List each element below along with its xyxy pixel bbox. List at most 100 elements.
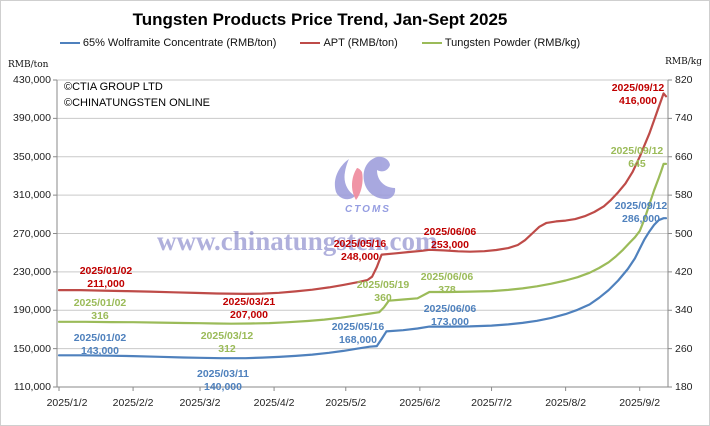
right-axis-unit-label: RMB/kg <box>665 57 702 67</box>
y-axis-left-tick-label: 150,000 <box>13 342 51 355</box>
copyright-notice: ©CTIA GROUP LTD ©CHINATUNGSTEN ONLINE <box>64 79 210 111</box>
data-label-value: 143,000 <box>81 345 119 357</box>
x-axis-tick-label: 2025/8/2 <box>545 397 587 409</box>
legend-item-powder: Tungsten Powder (RMB/kg) <box>421 37 581 49</box>
data-label-value: 286,000 <box>622 213 660 225</box>
data-label-date: 2025/09/12 <box>610 145 664 157</box>
data-label-date: 2025/01/02 <box>73 297 127 309</box>
legend-label-wolframite: 65% Wolframite Concentrate (RMB/ton) <box>82 37 277 49</box>
y-axis-left-tick-label: 110,000 <box>13 381 51 393</box>
data-label-wolframite: 2025/09/12 286,000 <box>615 200 668 226</box>
x-axis-tick-label: 2025/1/2 <box>46 397 88 409</box>
data-label-value: 416,000 <box>619 95 657 107</box>
powder-line-swatch-icon <box>421 42 442 44</box>
data-label-wolframite: 2025/06/06 173,000 <box>424 303 477 329</box>
y-axis-right-tick-label: 340 <box>675 304 693 317</box>
x-axis-tick-label: 2025/5/2 <box>325 397 367 409</box>
y-axis-right-tick-label: 660 <box>675 150 693 163</box>
data-label-date: 2025/05/16 <box>331 321 385 333</box>
data-label-date: 2025/03/11 <box>197 368 249 380</box>
y-axis-right-tick-label: 580 <box>675 189 693 202</box>
x-axis-tick-label: 2025/7/2 <box>471 397 512 409</box>
watermark: www.chinatungsten.com <box>157 226 438 256</box>
data-label-powder: 2025/01/02 316 <box>74 297 127 323</box>
ctoms-logo-icon <box>334 156 396 200</box>
y-axis-left-tick-label: 310,000 <box>13 189 51 202</box>
data-label-value: 378 <box>438 284 456 296</box>
y-axis-left-tick-label: 350,000 <box>13 150 51 163</box>
data-label-apt: 2025/06/06 253,000 <box>424 226 477 252</box>
data-label-powder: 2025/09/12 645 <box>611 145 664 171</box>
data-label-apt: 2025/03/21 207,000 <box>223 296 276 322</box>
data-label-value: 316 <box>91 310 109 322</box>
left-axis-unit-label: RMB/ton <box>8 60 49 70</box>
y-axis-left-tick-label: 190,000 <box>13 304 51 317</box>
data-label-date: 2025/09/12 <box>611 82 665 94</box>
data-label-apt: 2025/05/16 248,000 <box>334 238 387 264</box>
data-label-date: 2025/05/16 <box>333 238 387 250</box>
y-axis-left-tick-label: 390,000 <box>13 112 51 125</box>
y-axis-right-tick-label: 820 <box>675 74 693 86</box>
data-label-date: 2025/03/12 <box>200 330 254 342</box>
ctoms-logo-label: CTOMS <box>345 204 391 215</box>
chart-header: Tungsten Products Price Trend, Jan-Sept … <box>0 0 640 49</box>
wolframite-line-swatch-icon <box>59 42 80 44</box>
series-lines <box>57 92 668 360</box>
data-label-value: 207,000 <box>230 309 268 321</box>
data-label-value: 211,000 <box>87 278 125 290</box>
apt-line-swatch-icon <box>300 42 321 44</box>
data-label-value: 140,000 <box>204 381 242 393</box>
data-label-date: 2025/06/06 <box>423 303 477 315</box>
data-label-date: 2025/06/06 <box>420 271 474 283</box>
chart-title: Tungsten Products Price Trend, Jan-Sept … <box>132 10 508 29</box>
data-label-date: 2025/09/12 <box>614 200 668 212</box>
data-label-apt: 2025/01/02 211,000 <box>80 265 133 291</box>
legend-label-apt: APT (RMB/ton) <box>323 37 398 49</box>
data-label-date: 2025/06/06 <box>423 226 477 238</box>
x-axis-tick-label: 2025/2/2 <box>112 397 154 409</box>
data-label-value: 253,000 <box>431 239 469 251</box>
data-label-value: 312 <box>218 343 236 355</box>
data-label-value: 360 <box>374 292 392 304</box>
y-axis-right-tick-label: 500 <box>675 227 693 240</box>
y-axis-right-tick-label: 260 <box>675 342 693 355</box>
y-axis-right-tick-label: 180 <box>675 381 693 393</box>
data-label-wolframite: 2025/01/02 143,000 <box>74 332 127 358</box>
data-label-date: 2025/01/02 <box>79 265 133 277</box>
data-label-powder: 2025/06/06 378 <box>421 271 474 297</box>
legend-label-powder: Tungsten Powder (RMB/kg) <box>444 37 581 49</box>
legend-item-apt: APT (RMB/ton) <box>300 37 398 49</box>
y-axis-right-tick-label: 740 <box>675 112 693 125</box>
y-axis-right-tick-label: 420 <box>675 265 693 278</box>
legend-item-wolframite: 65% Wolframite Concentrate (RMB/ton) <box>59 37 277 49</box>
series-line-powder <box>57 162 668 325</box>
x-axis-tick-label: 2025/6/2 <box>399 397 441 409</box>
data-label-date: 2025/03/21 <box>222 296 276 308</box>
data-label-value: 248,000 <box>341 251 379 263</box>
y-axis-left-tick-label: 430,000 <box>13 74 51 86</box>
series-line-wolframite <box>57 217 668 360</box>
x-axis-tick-label: 2025/3/2 <box>179 397 221 409</box>
y-axis-left-tick-label: 230,000 <box>13 265 51 278</box>
data-label-date: 2025/01/02 <box>73 332 127 344</box>
series-line-apt <box>57 92 668 295</box>
x-axis-tick-label: 2025/9/2 <box>619 397 661 409</box>
data-label-powder: 2025/03/12 312 <box>201 330 254 356</box>
axes <box>53 79 672 391</box>
data-label-value: 645 <box>628 158 646 170</box>
data-label-value: 168,000 <box>339 334 377 346</box>
data-label-wolframite: 2025/03/11 140,000 <box>197 368 249 394</box>
data-label-wolframite: 2025/05/16 168,000 <box>332 321 385 347</box>
legend: 65% Wolframite Concentrate (RMB/ton) APT… <box>0 37 640 49</box>
data-label-powder: 2025/05/19 360 <box>357 279 410 305</box>
copyright-line-2: ©CHINATUNGSTEN ONLINE <box>64 97 211 109</box>
copyright-line-1: ©CTIA GROUP LTD <box>64 81 163 93</box>
x-axis-tick-label: 2025/4/2 <box>253 397 295 409</box>
data-label-date: 2025/05/19 <box>356 279 410 291</box>
y-axis-left-tick-label: 270,000 <box>13 227 51 240</box>
data-label-apt: 2025/09/12 416,000 <box>612 82 665 108</box>
